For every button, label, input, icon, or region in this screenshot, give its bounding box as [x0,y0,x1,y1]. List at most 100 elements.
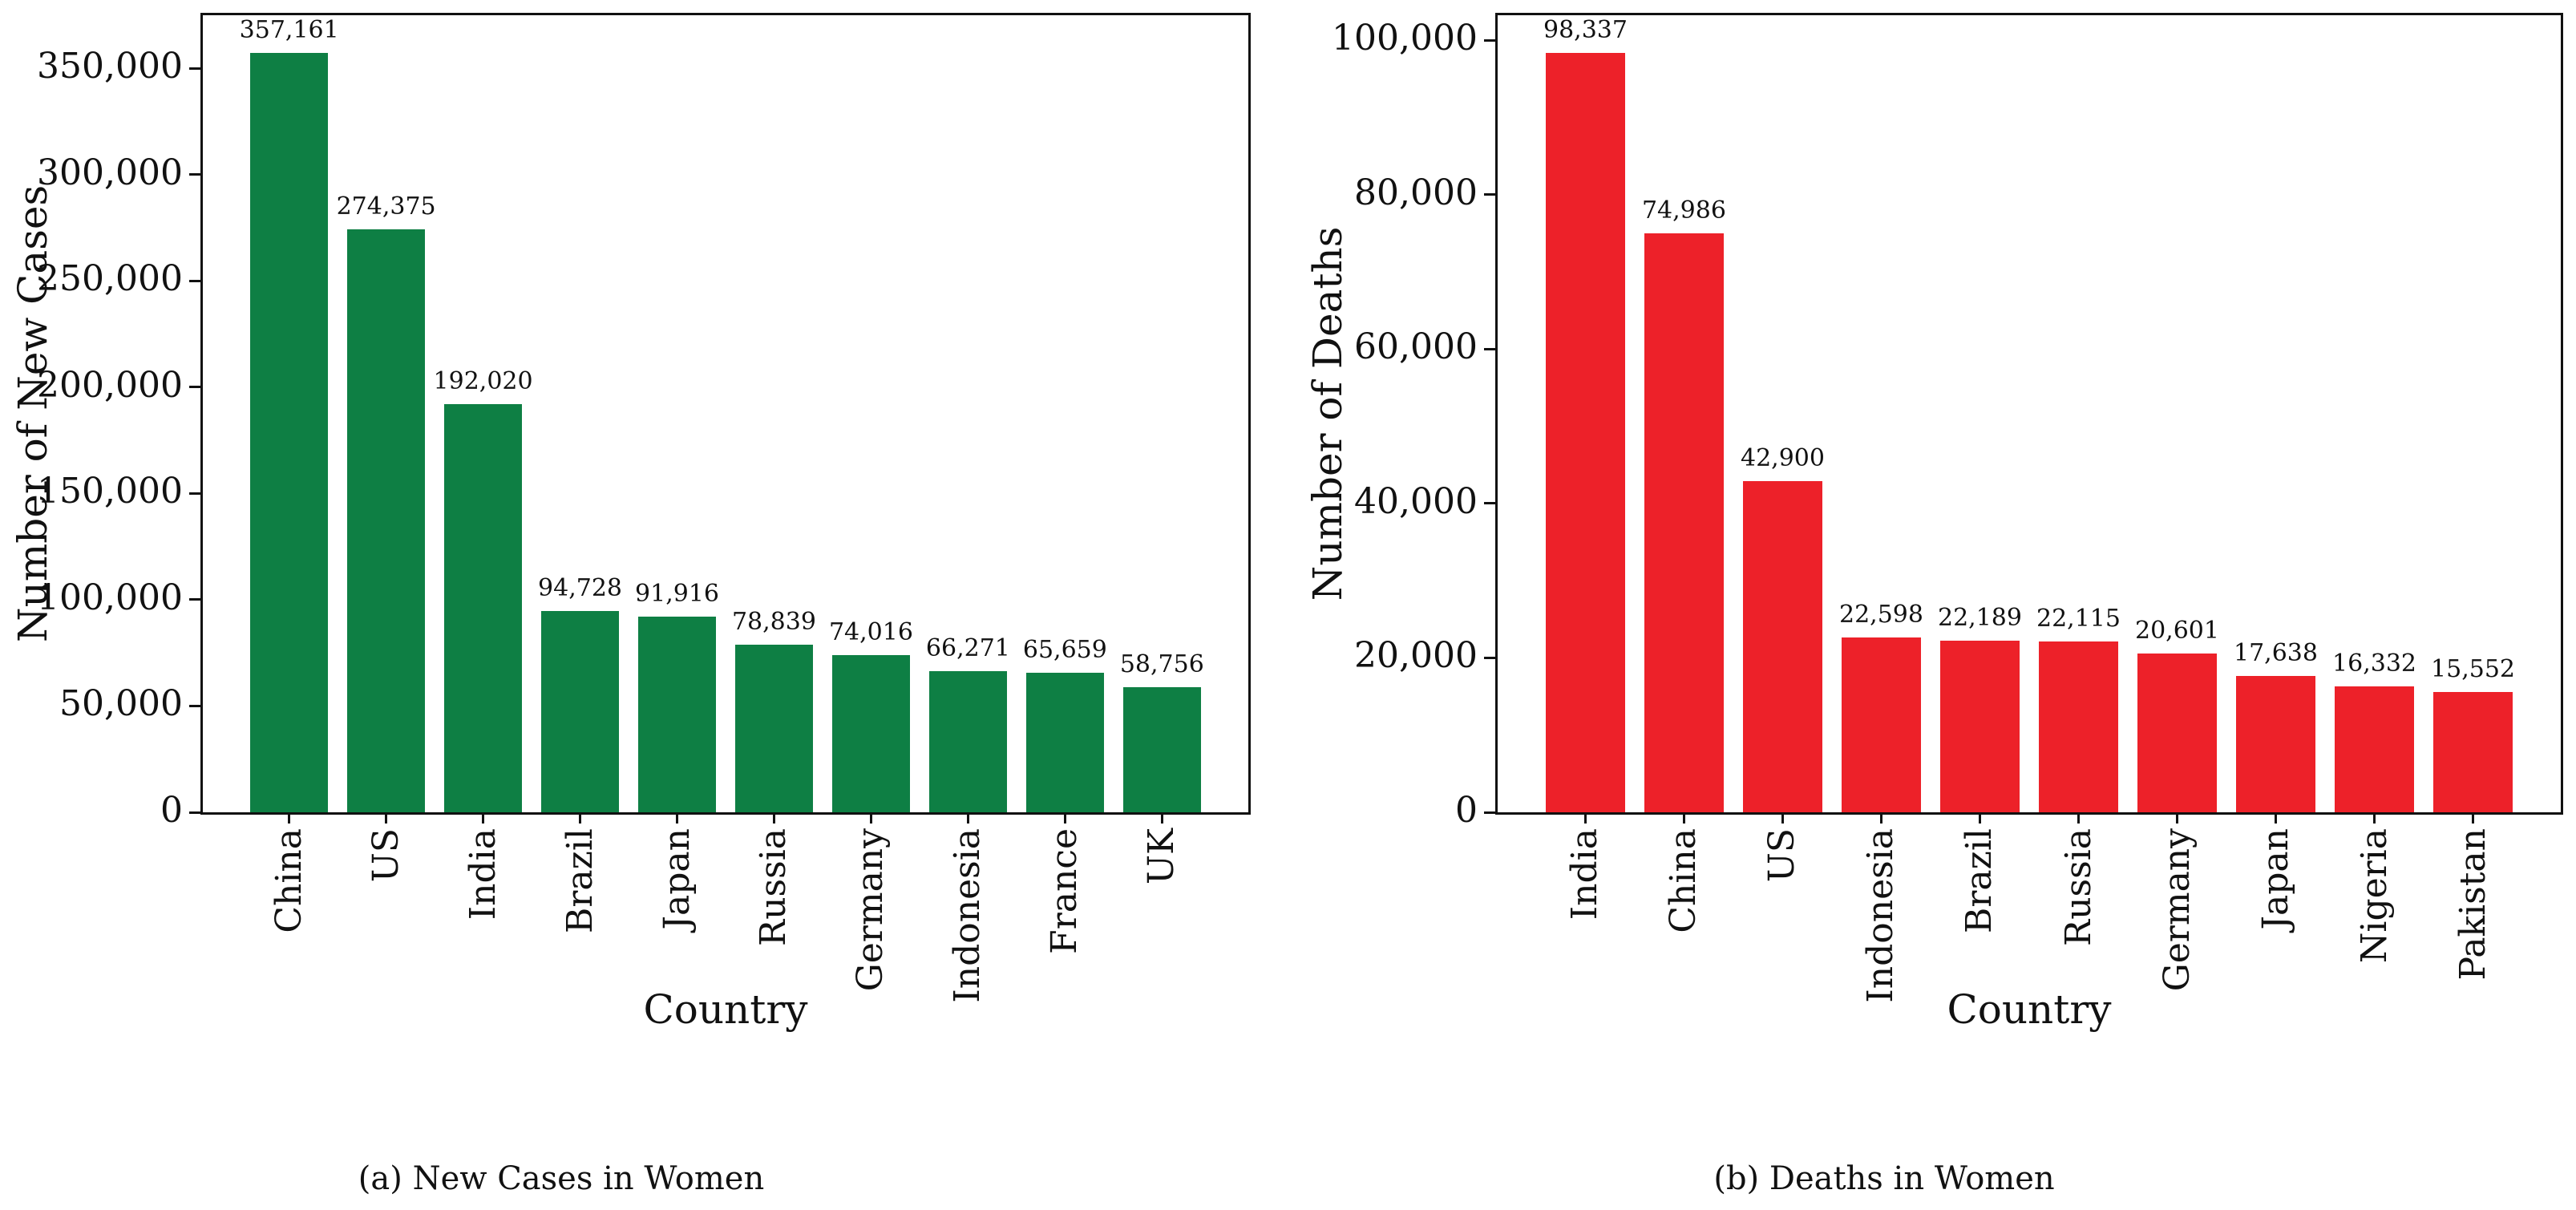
x-tick-mark [2373,812,2376,824]
y-tick-label: 50,000 [59,683,183,725]
bar [735,645,813,812]
bar-value-label: 65,659 [1022,635,1107,664]
x-tick-label: Germany [850,828,892,992]
y-tick-label: 80,000 [1354,172,1478,214]
bar [444,404,522,812]
y-tick-mark [189,492,200,495]
x-tick-label: US [365,828,406,883]
bar [1743,481,1822,812]
bar-value-label: 192,020 [433,367,533,396]
x-tick-mark [772,812,775,824]
y-axis-label-new-cases: Number of New Cases [10,184,56,643]
bar [638,617,716,812]
y-tick-mark [189,173,200,176]
y-tick-mark [189,386,200,389]
y-tick-label: 20,000 [1354,635,1478,677]
bar-value-label: 98,337 [1543,16,1628,45]
bar-value-label: 78,839 [731,608,816,637]
bar-value-label: 22,189 [1937,604,2022,633]
x-tick-mark [1781,812,1784,824]
y-axis-label-deaths: Number of Deaths [1304,226,1351,601]
x-tick-mark [1160,812,1163,824]
x-tick-label: France [1044,828,1086,954]
bar [2137,653,2217,812]
x-tick-mark [869,812,872,824]
bar-value-label: 20,601 [2135,616,2219,645]
bar-value-label: 16,332 [2332,649,2416,678]
x-tick-label: US [1761,828,1803,883]
x-tick-mark [2077,812,2080,824]
y-tick-mark [189,67,200,70]
y-tick-mark [189,598,200,601]
bar [2335,686,2414,812]
y-tick-label: 350,000 [37,46,183,87]
y-tick-mark [1484,502,1495,505]
bar [2039,641,2118,812]
x-axis-label-country-left: Country [643,986,808,1033]
y-tick-mark [1484,38,1495,42]
x-axis-label-country-right: Country [1947,986,2112,1033]
x-tick-label: India [462,828,503,921]
y-tick-mark [1484,656,1495,659]
x-tick-label: Brazil [559,828,601,933]
y-tick-label: 0 [1455,790,1478,832]
bar-value-label: 42,900 [1740,444,1825,472]
bar-value-label: 74,016 [828,617,913,646]
x-tick-label: China [268,828,309,933]
subfigure-caption-a: (a) New Cases in Women [358,1160,765,1197]
x-tick-label: Germany [2156,828,2198,992]
x-tick-label: Brazil [1959,828,2000,933]
y-tick-label: 300,000 [37,152,183,194]
bar-value-label: 74,986 [1641,196,1726,225]
x-tick-mark [1879,812,1882,824]
x-tick-mark [1978,812,1981,824]
plot-area-new-cases: 0 50,000 100,000 150,000 200,000 250,000 300,0… [37,13,1251,1003]
x-tick-mark [2275,812,2277,824]
bar [1025,672,1104,812]
y-tick-label: 0 [160,790,183,832]
x-tick-mark [2472,812,2475,824]
bar-value-label: 22,115 [2036,605,2121,633]
x-tick-label: Russia [753,828,795,946]
y-tick-label: 100,000 [37,577,183,619]
bar [1842,637,1921,812]
x-tick-label: Japan [656,828,698,930]
y-tick-mark [189,811,200,814]
bar-value-label: 15,552 [2431,655,2515,684]
y-tick-mark [1484,347,1495,350]
x-tick-mark [482,812,485,824]
y-tick-label: 250,000 [37,258,183,300]
x-tick-label: Japan [2255,828,2296,930]
bar-value-label: 58,756 [1119,650,1204,679]
bar-value-label: 357,161 [239,16,339,45]
x-tick-label: Indonesia [1860,828,1902,1003]
x-tick-mark [676,812,679,824]
bar [1940,641,2020,812]
x-tick-mark [385,812,388,824]
bar [541,610,619,812]
bar-value-label: 91,916 [635,580,719,609]
bar-value-label: 274,375 [336,192,436,221]
bar-value-label: 22,598 [1838,601,1923,629]
plot-area-deaths: 0 20,000 40,000 60,000 80,000 100,000 98,337 In… [1332,13,2563,1003]
bar [929,671,1007,812]
bar [250,53,329,812]
bar [2236,676,2315,812]
y-tick-label: 40,000 [1354,481,1478,523]
y-tick-mark [189,704,200,707]
x-tick-label: Pakistan [2452,828,2493,981]
bar [1122,687,1201,812]
x-tick-mark [966,812,969,824]
x-tick-label: India [1564,828,1606,921]
x-tick-mark [288,812,291,824]
x-tick-mark [2176,812,2178,824]
x-tick-mark [1583,812,1587,824]
bar [1546,53,1625,812]
bar [832,654,910,812]
bar-value-label: 17,638 [2234,639,2318,668]
bar-value-label: 66,271 [925,634,1010,663]
x-tick-label: China [1663,828,1705,933]
x-tick-label: Russia [2057,828,2099,946]
bar-value-label: 94,728 [538,573,623,602]
